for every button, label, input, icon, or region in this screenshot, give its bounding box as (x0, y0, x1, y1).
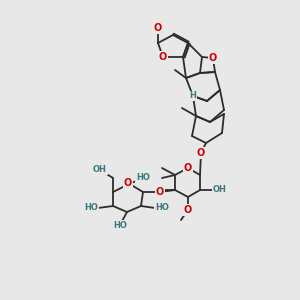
Text: O: O (184, 163, 192, 173)
Text: O: O (156, 187, 164, 197)
Text: HO: HO (155, 203, 169, 212)
Text: O: O (197, 148, 205, 158)
Text: HO: HO (84, 203, 98, 212)
Text: O: O (124, 178, 132, 188)
Text: HO: HO (136, 173, 150, 182)
Text: H: H (190, 92, 196, 100)
Text: HO: HO (113, 220, 127, 230)
Text: OH: OH (213, 185, 227, 194)
Text: O: O (159, 52, 167, 62)
Text: O: O (184, 205, 192, 215)
Text: O: O (154, 23, 162, 33)
Text: OH: OH (93, 166, 107, 175)
Text: O: O (209, 53, 217, 63)
